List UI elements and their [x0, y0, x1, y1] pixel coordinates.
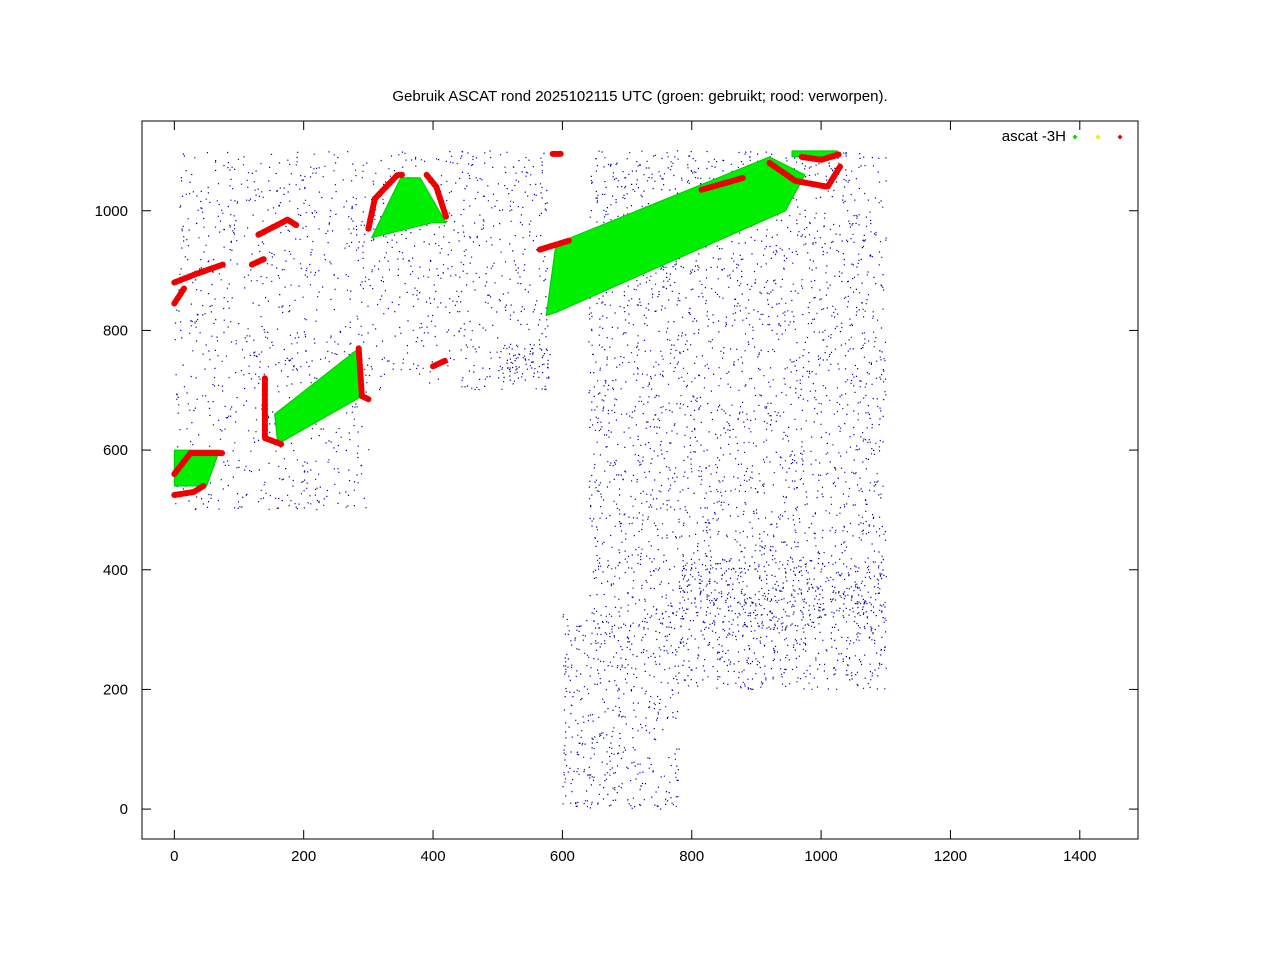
chart-title: Gebruik ASCAT rond 2025102115 UTC (groen…	[392, 88, 888, 105]
rejected-segment-9	[171, 285, 187, 307]
legend-marker-0	[1072, 134, 1078, 140]
rejected-segment-2	[365, 171, 407, 232]
y-tick-label: 600	[103, 442, 128, 459]
rejected-segment-5	[698, 174, 747, 193]
legend-marker-1	[1095, 134, 1101, 140]
legend-marker-2	[1117, 134, 1123, 140]
rejected-segment-3	[423, 171, 449, 220]
x-tick-label: 1400	[1063, 848, 1096, 865]
used-swath-0	[274, 347, 363, 445]
swath-layer	[173, 150, 838, 487]
y-tick-label: 200	[103, 681, 128, 698]
y-tick-label: 1000	[95, 203, 128, 220]
rejected-segment-14	[430, 357, 449, 370]
plot-frame	[141, 120, 1139, 840]
rejected-segment-12	[171, 450, 226, 477]
y-tick-label: 400	[103, 562, 128, 579]
axes-layer: 0 200 400 600 800 1000 1200 1400 0 200 400 600 800 10…	[95, 121, 1138, 865]
rejected-segment-11	[248, 255, 268, 268]
rejected-segment-6	[766, 159, 844, 190]
x-tick-label: 400	[421, 848, 446, 865]
y-tick-label: 800	[103, 322, 128, 339]
x-tick-label: 1200	[934, 848, 967, 865]
rejected-segment-1	[355, 345, 372, 403]
x-tick-label: 200	[291, 848, 316, 865]
x-tick-label: 800	[679, 848, 704, 865]
x-tick-label: 600	[550, 848, 575, 865]
legend-label: ascat -3H	[1002, 128, 1066, 145]
rejected-layer	[171, 150, 844, 498]
used-swath-1	[370, 177, 447, 239]
x-tick-label: 1000	[804, 848, 837, 865]
rejected-segment-13	[171, 483, 207, 498]
rejected-segment-10	[255, 216, 301, 238]
y-tick-label: 0	[120, 801, 128, 818]
x-tick-label: 0	[170, 848, 178, 865]
coastline-dots	[174, 150, 887, 810]
legend: ascat -3H	[1002, 128, 1123, 145]
coastline-layer	[174, 150, 887, 810]
rejected-segment-8	[171, 261, 226, 286]
rejected-segment-7	[798, 150, 844, 163]
rejected-segment-4	[536, 237, 572, 253]
rejected-segment-0	[261, 375, 285, 448]
